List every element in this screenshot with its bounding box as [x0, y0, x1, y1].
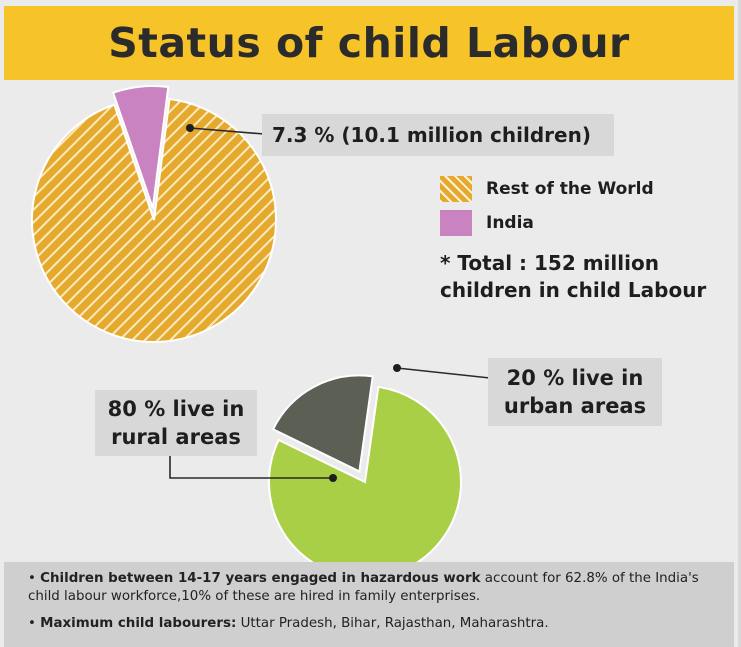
legend-label-india: India: [486, 213, 534, 233]
notes-panel: • Children between 14-17 years engaged i…: [4, 562, 734, 647]
legend-label-world: Rest of the World: [486, 179, 654, 199]
title-bar: Status of child Labour: [4, 6, 734, 80]
callout-india-text: 7.3 % (10.1 million children): [272, 123, 591, 147]
page-title: Status of child Labour: [108, 19, 630, 67]
callout-urban-line1: 20 % live in: [506, 366, 644, 390]
legend-swatch-world: [440, 176, 472, 202]
leader-line-urban: [396, 367, 491, 379]
pie-slice-india: [111, 85, 170, 209]
leader-lines: [169, 124, 491, 482]
pie-chart-india-area: [268, 374, 462, 562]
callout-rural-line1: 80 % live in: [107, 397, 245, 421]
callout-india-share: 7.3 % (10.1 million children): [262, 114, 614, 156]
pie-slice-rural: [268, 385, 462, 562]
leader-line-india: [189, 127, 265, 135]
total-note: * Total : 152 million children in child …: [440, 250, 740, 304]
callout-rural: 80 % live in rural areas: [95, 390, 257, 456]
legend-item-india: India: [440, 206, 654, 240]
legend: Rest of the World India: [440, 172, 654, 240]
note-max-labourers: • Maximum child labourers: Uttar Pradesh…: [28, 616, 549, 631]
pie-chart-world: [31, 85, 277, 343]
note-max-labourers-rest: Uttar Pradesh, Bihar, Rajasthan, Maharas…: [236, 616, 549, 631]
pie-slice-urban: [271, 374, 374, 473]
callout-rural-line2: rural areas: [111, 425, 241, 449]
callout-urban-line2: urban areas: [503, 394, 647, 418]
leader-dot-urban: [393, 364, 401, 372]
note-hazardous-work-rest: account for 62.8% of the India's child l…: [28, 571, 699, 604]
leader-dot-india: [186, 124, 194, 132]
charts-canvas: [31, 85, 491, 562]
note-hazardous-work-bold: Children between 14-17 years engaged in …: [40, 571, 481, 586]
total-note-line1: * Total : 152 million: [440, 251, 659, 275]
leader-dot-rural: [329, 474, 337, 482]
legend-swatch-india: [440, 210, 472, 236]
note-hazardous-work: • Children between 14-17 years engaged i…: [28, 571, 699, 604]
note-max-labourers-bold: Maximum child labourers:: [40, 616, 237, 631]
pie-slice-rest-of-world: [31, 97, 277, 343]
callout-urban: 20 % live in urban areas: [488, 358, 662, 426]
total-note-line2: children in child Labour: [440, 278, 707, 302]
leader-line-rural: [169, 456, 333, 479]
legend-item-world: Rest of the World: [440, 172, 654, 206]
